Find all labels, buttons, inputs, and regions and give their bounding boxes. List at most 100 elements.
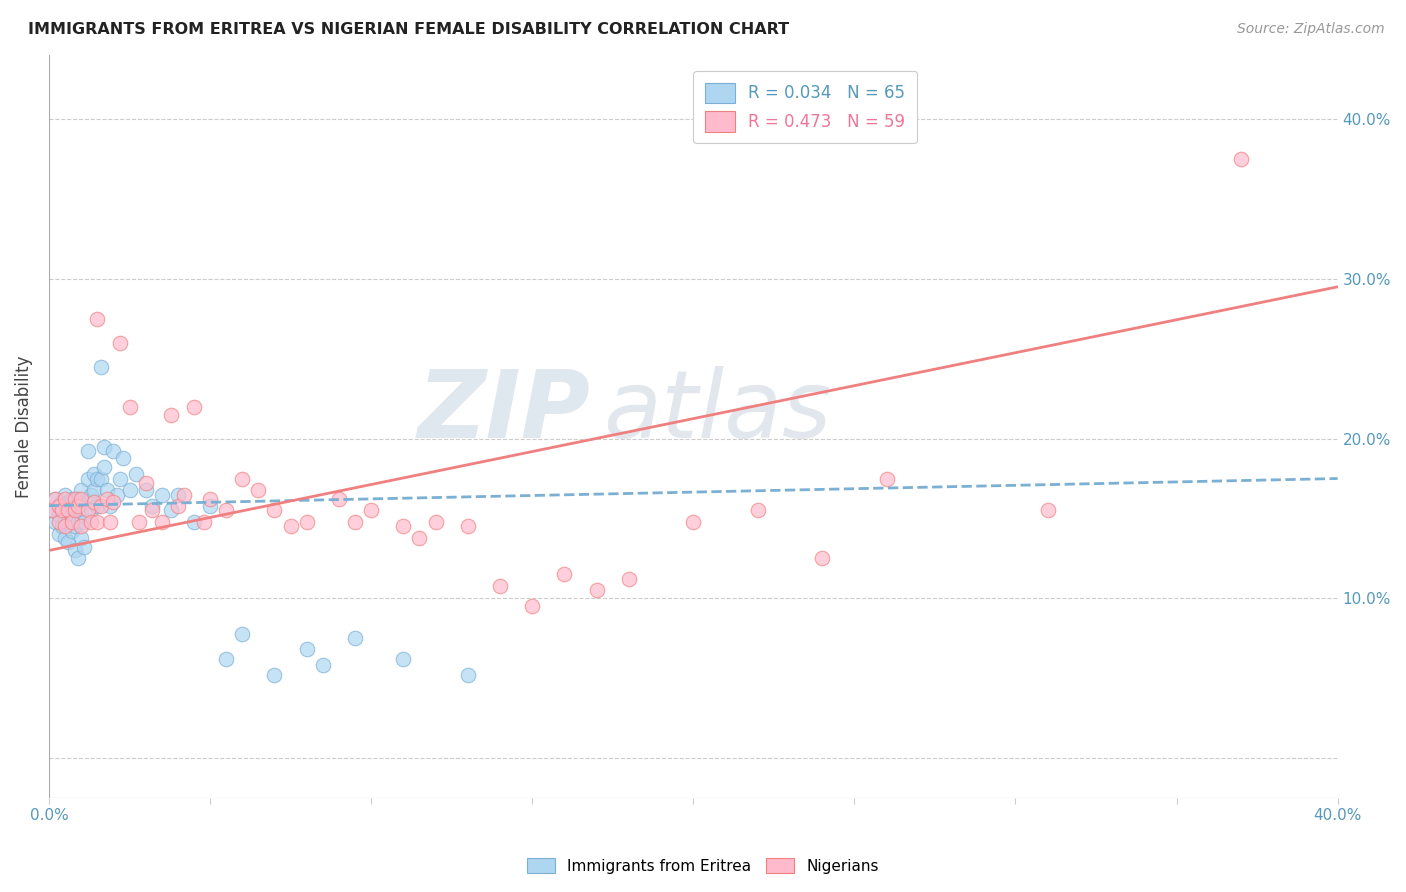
Point <box>76 444 98 458</box>
Point <box>173 487 195 501</box>
Point <box>344 515 367 529</box>
Point <box>70 483 93 497</box>
Point <box>73 495 96 509</box>
Point <box>231 626 253 640</box>
Point <box>70 508 93 523</box>
Point <box>48 499 70 513</box>
Point <box>44 492 66 507</box>
Point <box>96 483 118 497</box>
Point <box>141 503 163 517</box>
Point <box>215 652 238 666</box>
Point <box>63 519 86 533</box>
Text: atlas: atlas <box>603 367 831 458</box>
Point <box>80 515 103 529</box>
Point <box>58 503 80 517</box>
Point <box>60 492 83 507</box>
Point <box>73 515 96 529</box>
Point <box>53 519 76 533</box>
Legend: Immigrants from Eritrea, Nigerians: Immigrants from Eritrea, Nigerians <box>522 852 884 880</box>
Point <box>103 495 125 509</box>
Point <box>617 572 640 586</box>
Point <box>231 471 253 485</box>
Point <box>489 578 512 592</box>
Y-axis label: Female Disability: Female Disability <box>15 355 32 498</box>
Point <box>48 527 70 541</box>
Point <box>86 515 108 529</box>
Point <box>80 503 103 517</box>
Point <box>876 471 898 485</box>
Legend: R = 0.034   N = 65, R = 0.473   N = 59: R = 0.034 N = 65, R = 0.473 N = 59 <box>693 70 917 144</box>
Point <box>747 503 769 517</box>
Point <box>48 515 70 529</box>
Point <box>98 515 121 529</box>
Point <box>44 515 66 529</box>
Point <box>183 515 205 529</box>
Point <box>63 499 86 513</box>
Point <box>198 499 221 513</box>
Point <box>193 515 215 529</box>
Point <box>457 519 479 533</box>
Point <box>41 503 63 517</box>
Point <box>160 408 183 422</box>
Point <box>80 487 103 501</box>
Point <box>457 668 479 682</box>
Point <box>53 487 76 501</box>
Point <box>392 519 415 533</box>
Point <box>76 471 98 485</box>
Point <box>811 551 834 566</box>
Point <box>89 471 111 485</box>
Point <box>425 515 447 529</box>
Point <box>328 492 350 507</box>
Point <box>93 440 115 454</box>
Point <box>48 499 70 513</box>
Point <box>247 483 270 497</box>
Point <box>141 499 163 513</box>
Point <box>60 508 83 523</box>
Point <box>295 515 318 529</box>
Point <box>53 511 76 525</box>
Point <box>295 642 318 657</box>
Point <box>150 487 173 501</box>
Point <box>312 658 335 673</box>
Point <box>63 492 86 507</box>
Point <box>53 531 76 545</box>
Point <box>70 492 93 507</box>
Point <box>66 499 89 513</box>
Point <box>86 499 108 513</box>
Point <box>89 359 111 374</box>
Point <box>63 503 86 517</box>
Point <box>83 467 105 481</box>
Point <box>44 492 66 507</box>
Point <box>48 508 70 523</box>
Point <box>166 487 188 501</box>
Point <box>83 483 105 497</box>
Point <box>76 503 98 517</box>
Point <box>53 492 76 507</box>
Text: IMMIGRANTS FROM ERITREA VS NIGERIAN FEMALE DISABILITY CORRELATION CHART: IMMIGRANTS FROM ERITREA VS NIGERIAN FEMA… <box>28 22 789 37</box>
Point <box>70 531 93 545</box>
Point <box>150 515 173 529</box>
Point <box>118 483 141 497</box>
Point <box>553 567 575 582</box>
Point <box>183 400 205 414</box>
Point <box>1230 152 1253 166</box>
Point <box>118 400 141 414</box>
Point <box>66 515 89 529</box>
Point <box>344 632 367 646</box>
Point <box>60 524 83 539</box>
Point <box>73 540 96 554</box>
Point <box>58 495 80 509</box>
Point <box>83 495 105 509</box>
Point <box>58 515 80 529</box>
Point <box>1036 503 1059 517</box>
Point <box>51 495 73 509</box>
Point <box>58 535 80 549</box>
Point <box>522 599 544 614</box>
Point <box>263 668 285 682</box>
Point <box>263 503 285 517</box>
Point <box>408 531 430 545</box>
Point <box>128 515 150 529</box>
Point <box>98 499 121 513</box>
Point <box>198 492 221 507</box>
Point <box>70 519 93 533</box>
